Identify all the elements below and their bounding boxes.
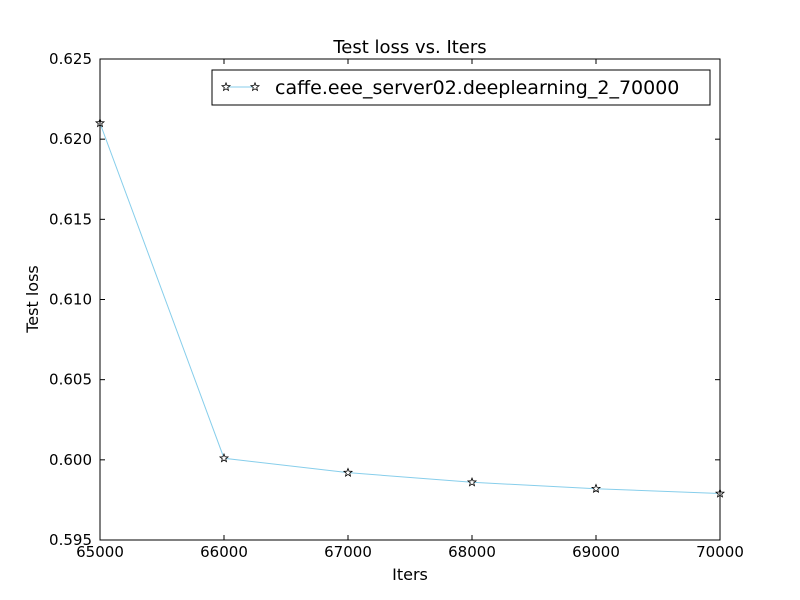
x-tick-label: 66000 bbox=[200, 543, 248, 561]
x-tick-label: 67000 bbox=[324, 543, 372, 561]
legend-box bbox=[211, 69, 711, 106]
x-tick-label: 65000 bbox=[76, 543, 124, 561]
y-tick-label: 0.600 bbox=[49, 451, 92, 469]
y-tick-label: 0.620 bbox=[49, 130, 92, 148]
series-layer bbox=[94, 117, 726, 498]
legend-star-marker bbox=[249, 81, 261, 92]
legend-series-label: caffe.eee_server02.deeplearning_2_70000 bbox=[275, 77, 679, 99]
data-point-star bbox=[590, 483, 602, 493]
y-axis-label: Test loss bbox=[23, 265, 42, 334]
data-point-star bbox=[466, 476, 478, 487]
plot-frame bbox=[99, 58, 721, 541]
series-line bbox=[99, 122, 721, 494]
y-tick-label: 0.605 bbox=[49, 371, 92, 389]
legend-star-marker bbox=[220, 81, 232, 92]
data-point-star bbox=[342, 467, 354, 477]
y-tick-label: 0.625 bbox=[49, 50, 92, 68]
y-tick-label: 0.610 bbox=[49, 291, 92, 309]
x-tick-label: 69000 bbox=[572, 543, 620, 561]
y-tick-label: 0.615 bbox=[49, 210, 92, 228]
y-tick-label: 0.595 bbox=[49, 531, 92, 549]
x-tick-label: 68000 bbox=[448, 543, 496, 561]
chart-title: Test loss vs. Iters bbox=[332, 37, 486, 58]
legend: caffe.eee_server02.deeplearning_2_70000 bbox=[211, 69, 711, 106]
x-axis-label: Iters bbox=[392, 565, 428, 584]
data-point-star bbox=[218, 452, 230, 463]
x-tick-label: 70000 bbox=[696, 543, 744, 561]
axis-ticks: 65000 66000 67000 68000 69000 70000 0.595 0.600… bbox=[49, 50, 744, 561]
